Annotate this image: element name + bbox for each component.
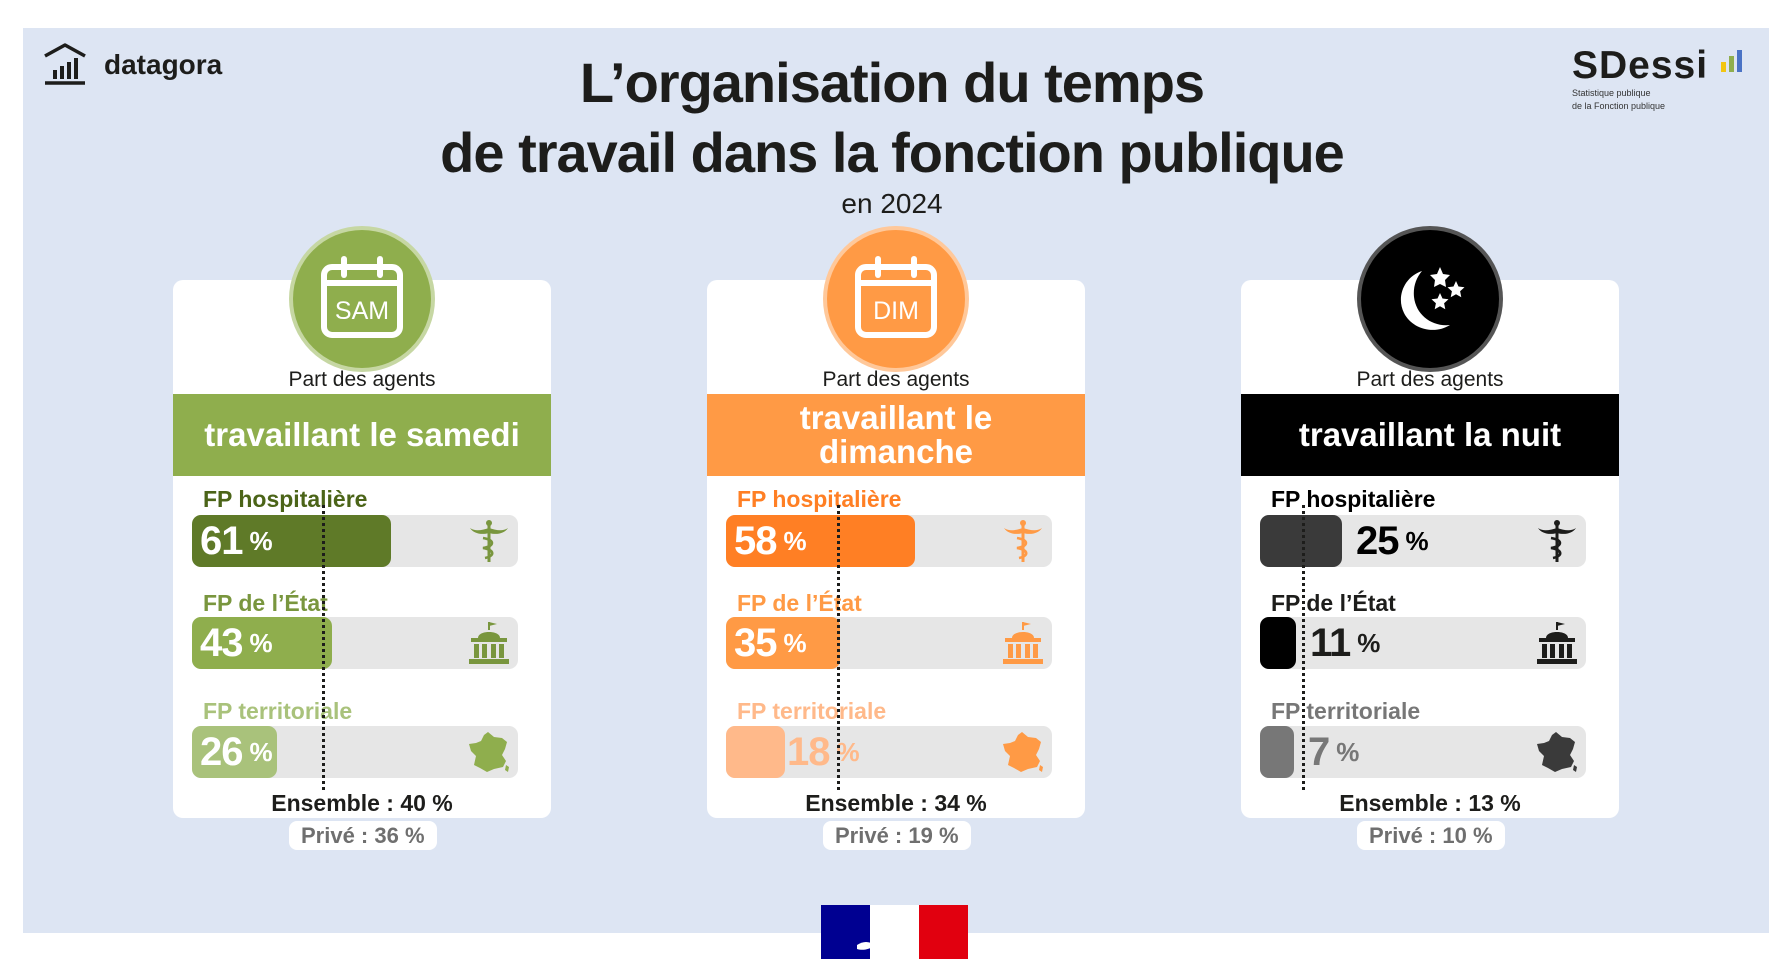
bar-value-number: 26 <box>200 729 243 774</box>
france-map-icon <box>469 732 509 772</box>
part-label: Part des agents <box>1356 368 1504 391</box>
datagora-building-icon <box>44 43 86 85</box>
bar-value-number: 18 <box>787 729 830 774</box>
bar-fill <box>192 617 332 669</box>
calendar-icon: SAM <box>321 256 403 338</box>
bar-value-number: 11 <box>1310 620 1351 665</box>
bar-value-unit: % <box>249 525 273 556</box>
category-label: FP de l’État <box>1271 590 1396 616</box>
bar-value-unit: % <box>249 736 273 767</box>
bar-fill <box>726 515 915 567</box>
bar-value: 61% <box>200 515 273 567</box>
bar-track: 61% <box>192 515 518 567</box>
bar-value-number: 58 <box>734 518 777 563</box>
government-building-icon <box>469 622 509 664</box>
badge-dimanche: DIM <box>827 230 965 368</box>
bar-track: 58% <box>726 515 1052 567</box>
bar-fill <box>192 515 391 567</box>
calendar-icon: DIM <box>855 256 937 338</box>
badge-nuit <box>1361 230 1499 368</box>
category-label: FP hospitalière <box>737 486 902 512</box>
category-label: FP hospitalière <box>1271 486 1436 512</box>
bar-fill <box>726 726 785 778</box>
bar-value: 43% <box>200 617 273 669</box>
bar-value-unit: % <box>836 736 860 767</box>
average-line <box>1302 505 1305 790</box>
bar-track: 11% <box>1260 617 1586 669</box>
bar-value: 25% <box>1356 515 1429 567</box>
bar-fill <box>192 726 277 778</box>
category-label: FP territoriale <box>203 698 353 724</box>
bar-fill <box>1260 617 1296 669</box>
average-line <box>837 505 840 790</box>
average-line <box>322 505 325 790</box>
bar-fill <box>1260 515 1342 567</box>
sdessi-name: SDessi <box>1572 44 1709 87</box>
page-title-line-2: de travail dans la fonction publique <box>440 121 1345 184</box>
marianne-flag-logo <box>821 905 968 959</box>
page-title-line-1: L’organisation du temps <box>579 51 1205 114</box>
category-label: FP hospitalière <box>203 486 368 512</box>
moon-stars-icon <box>1400 267 1465 330</box>
category-label: FP de l’État <box>203 590 328 616</box>
bar-value: 26% <box>200 726 273 778</box>
bar-value-unit: % <box>1357 627 1380 658</box>
sdessi-bars-icon <box>1721 50 1742 72</box>
bar-value: 11% <box>1310 617 1380 669</box>
page-subtitle: en 2024 <box>841 188 943 219</box>
ensemble-label: Ensemble : 34 % <box>805 790 987 816</box>
bar-value: 18% <box>787 726 860 778</box>
bar-track: 18% <box>726 726 1052 778</box>
bar-track: 35% <box>726 617 1052 669</box>
bar-value-unit: % <box>783 525 807 556</box>
bar-value-number: 61 <box>200 518 243 563</box>
bar-value: 35% <box>734 617 807 669</box>
category-label: FP territoriale <box>1271 698 1421 724</box>
caduceus-icon <box>1538 520 1576 562</box>
category-label: FP territoriale <box>737 698 887 724</box>
bar-value-number: 43 <box>200 620 243 665</box>
government-building-icon <box>1537 622 1577 664</box>
panel-title-band: travaillant le dimanche <box>707 394 1085 476</box>
sdessi-subtitle-1: Statistique publique <box>1572 88 1651 98</box>
bar-value-unit: % <box>1336 736 1359 767</box>
brand-name: datagora <box>104 49 223 80</box>
bar-track: 43% <box>192 617 518 669</box>
bar-fill <box>726 617 840 669</box>
bar-value-number: 7 <box>1308 729 1330 774</box>
caduceus-icon <box>1004 520 1042 562</box>
france-map-icon <box>1003 732 1043 772</box>
badge-samedi: SAM <box>293 230 431 368</box>
page-title: L’organisation du temps de travail dans … <box>0 48 1784 188</box>
bar-value-number: 35 <box>734 620 777 665</box>
bar-value: 58% <box>734 515 807 567</box>
panel-title-band: travaillant la nuit <box>1241 394 1619 476</box>
badge-text: DIM <box>873 297 919 325</box>
sdessi-subtitle-2: de la Fonction publique <box>1572 101 1666 111</box>
sdessi-logo: SDessi Statistique publique de la Foncti… <box>1572 46 1747 112</box>
bar-value-number: 25 <box>1356 518 1399 563</box>
bar-track: 25% <box>1260 515 1586 567</box>
datagora-logo: datagora <box>42 42 222 88</box>
prive-label: Privé : 19 % <box>823 821 971 850</box>
bar-value-unit: % <box>783 627 807 658</box>
ensemble-label: Ensemble : 13 % <box>1339 790 1521 816</box>
government-building-icon <box>1003 622 1043 664</box>
badge-text: SAM <box>335 297 389 325</box>
bar-fill <box>1260 726 1294 778</box>
bar-value-unit: % <box>249 627 273 658</box>
part-label: Part des agents <box>822 368 970 391</box>
ensemble-label: Ensemble : 40 % <box>271 790 453 816</box>
bar-track: 7% <box>1260 726 1586 778</box>
panel-title-band: travaillant le samedi <box>173 394 551 476</box>
category-label: FP de l’État <box>737 590 862 616</box>
france-map-icon <box>1537 732 1577 772</box>
caduceus-icon <box>470 520 508 562</box>
part-label: Part des agents <box>288 368 436 391</box>
prive-label: Privé : 10 % <box>1357 821 1505 850</box>
prive-label: Privé : 36 % <box>289 821 437 850</box>
bar-track: 26% <box>192 726 518 778</box>
bar-value: 7% <box>1308 726 1359 778</box>
bar-value-unit: % <box>1405 525 1429 556</box>
